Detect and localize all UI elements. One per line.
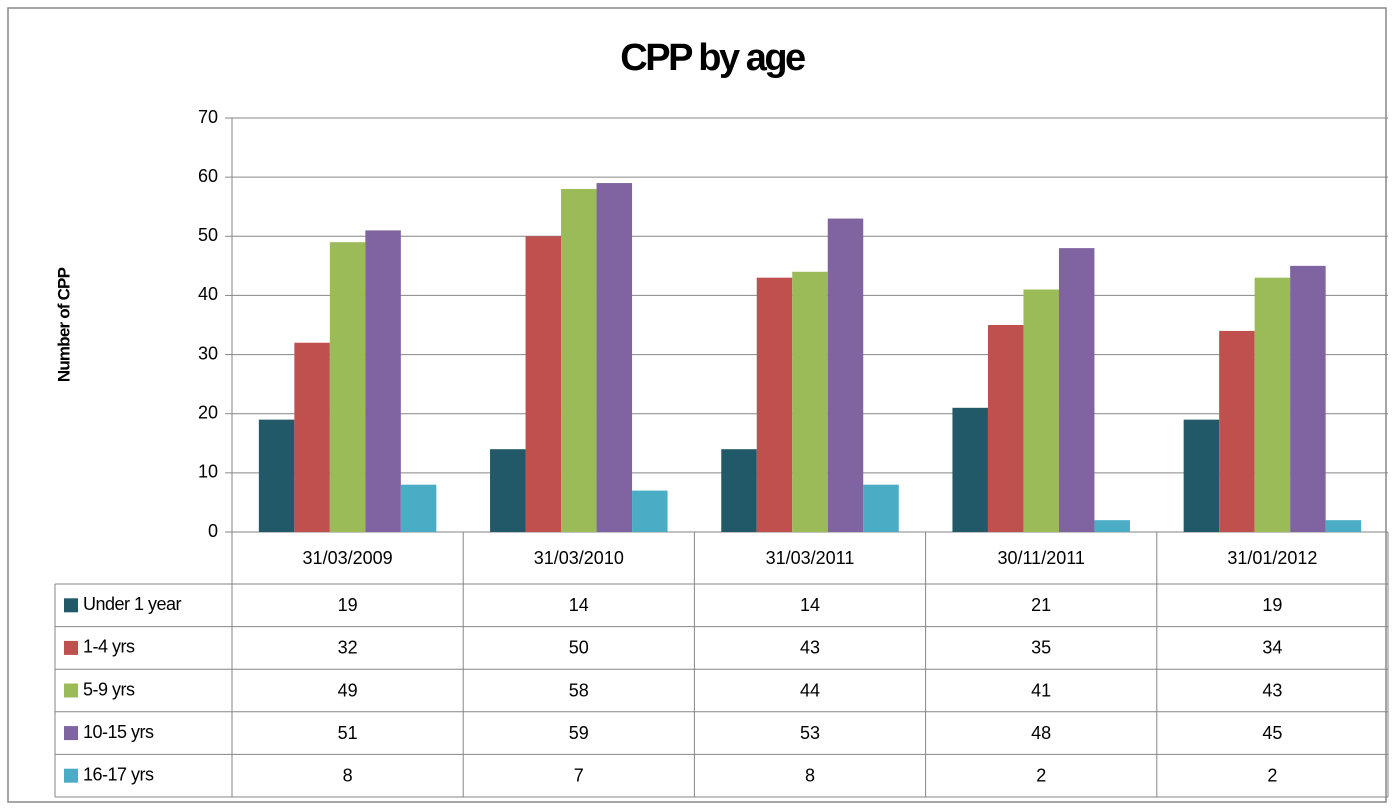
y-tick-label: 60 bbox=[198, 166, 218, 186]
legend-key bbox=[64, 640, 78, 655]
bar bbox=[1023, 289, 1059, 532]
table-value: 32 bbox=[338, 638, 358, 658]
table-value: 21 bbox=[1031, 595, 1051, 615]
bar bbox=[756, 277, 793, 532]
table-value: 14 bbox=[569, 595, 589, 615]
table-value: 41 bbox=[1031, 680, 1051, 700]
table-value: 45 bbox=[1262, 723, 1282, 743]
table-value: 48 bbox=[1031, 723, 1051, 743]
legend-key bbox=[64, 598, 78, 613]
x-tick-label: 31/03/2010 bbox=[534, 548, 624, 568]
table-value: 19 bbox=[338, 595, 358, 615]
bar bbox=[329, 242, 366, 532]
bar bbox=[863, 484, 899, 532]
bar bbox=[1290, 265, 1326, 532]
legend-label: 5-9 yrs bbox=[83, 679, 135, 699]
legend-key bbox=[64, 768, 78, 783]
y-tick-label: 0 bbox=[208, 521, 218, 541]
bar bbox=[1058, 248, 1095, 532]
bar bbox=[987, 325, 1024, 532]
legend-key bbox=[64, 683, 78, 698]
table-value: 58 bbox=[569, 680, 589, 700]
bar bbox=[1219, 330, 1255, 532]
y-tick-label: 10 bbox=[198, 462, 218, 482]
bar bbox=[294, 342, 330, 532]
table-value: 2 bbox=[1267, 765, 1277, 785]
chart-title: CPP by age bbox=[620, 37, 805, 79]
x-tick-label: 31/03/2011 bbox=[766, 548, 855, 568]
table-value: 43 bbox=[1262, 680, 1282, 700]
bar bbox=[721, 449, 757, 532]
bar bbox=[632, 490, 668, 532]
legend-label: 1-4 yrs bbox=[83, 637, 135, 657]
y-axis-label: Number of CPP bbox=[54, 267, 73, 382]
bar bbox=[1183, 419, 1220, 532]
legend-key bbox=[64, 726, 78, 741]
table-value: 19 bbox=[1262, 595, 1282, 615]
table-value: 59 bbox=[569, 723, 589, 743]
y-tick-label: 50 bbox=[198, 225, 218, 245]
bar bbox=[365, 230, 401, 532]
table-value: 34 bbox=[1262, 638, 1282, 658]
y-tick-label: 30 bbox=[198, 343, 218, 363]
x-tick-label: 31/03/2009 bbox=[303, 548, 393, 568]
table-value: 51 bbox=[338, 723, 358, 743]
legend-label: Under 1 year bbox=[83, 594, 182, 614]
bar bbox=[561, 188, 597, 532]
bar bbox=[258, 419, 295, 532]
bar bbox=[952, 407, 988, 532]
bar bbox=[525, 236, 562, 533]
table-value: 43 bbox=[800, 638, 820, 658]
y-tick-label: 70 bbox=[198, 107, 218, 127]
table-value: 7 bbox=[574, 765, 584, 785]
legend-label: 10-15 yrs bbox=[83, 722, 154, 742]
bar bbox=[792, 271, 828, 532]
bar bbox=[596, 183, 633, 533]
y-tick-label: 20 bbox=[198, 402, 218, 422]
bar bbox=[1325, 520, 1362, 532]
bar bbox=[1094, 520, 1130, 532]
table-value: 14 bbox=[800, 595, 820, 615]
table-value: 35 bbox=[1031, 638, 1051, 658]
y-tick-label: 40 bbox=[198, 284, 218, 304]
x-tick-label: 31/01/2012 bbox=[1227, 548, 1317, 568]
table-value: 50 bbox=[569, 638, 589, 658]
table-value: 49 bbox=[338, 680, 358, 700]
table-value: 8 bbox=[805, 765, 815, 785]
table-value: 2 bbox=[1036, 765, 1046, 785]
table-value: 44 bbox=[800, 680, 820, 700]
bar bbox=[827, 218, 864, 533]
bar bbox=[400, 484, 437, 532]
table-value: 8 bbox=[343, 765, 353, 785]
bar bbox=[1254, 277, 1291, 532]
table-value: 53 bbox=[800, 723, 820, 743]
x-tick-label: 30/11/2011 bbox=[997, 548, 1084, 568]
legend-label: 16-17 yrs bbox=[83, 764, 154, 784]
bar bbox=[490, 449, 526, 532]
